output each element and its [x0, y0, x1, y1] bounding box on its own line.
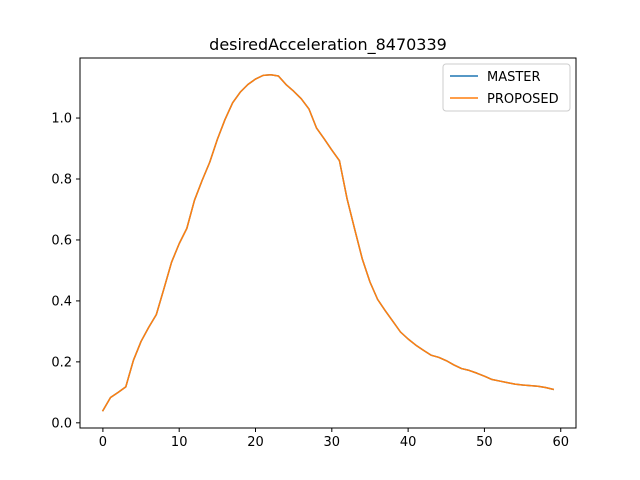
x-tick-label: 0 [99, 435, 107, 450]
plot-frame [79, 57, 577, 429]
legend: MASTER PROPOSED [442, 63, 571, 112]
y-tick-label: 0.8 [51, 172, 72, 187]
y-tick-label: 0.0 [51, 416, 72, 431]
x-tick-label: 10 [171, 435, 188, 450]
y-tick-label: 0.6 [51, 233, 72, 248]
x-tick-label: 60 [552, 435, 569, 450]
y-tick-label: 0.2 [51, 355, 72, 370]
x-tick-label: 50 [476, 435, 493, 450]
series-layer [101, 74, 555, 412]
x-tick-label: 20 [247, 435, 264, 450]
chart-title: desiredAcceleration_8470339 [209, 35, 447, 55]
x-tick-label: 40 [400, 435, 417, 450]
x-tick-label: 30 [324, 435, 341, 450]
y-tick-label: 0.4 [51, 294, 72, 309]
y-axis: 0.0 0.2 0.4 0.6 0.8 1.0 [51, 112, 80, 431]
series-line-proposed [101, 74, 555, 412]
legend-label-master: MASTER [487, 70, 541, 85]
y-tick-label: 1.0 [51, 112, 72, 127]
legend-label-proposed: PROPOSED [487, 92, 559, 107]
x-axis: 0 10 20 30 40 50 60 [99, 428, 569, 450]
